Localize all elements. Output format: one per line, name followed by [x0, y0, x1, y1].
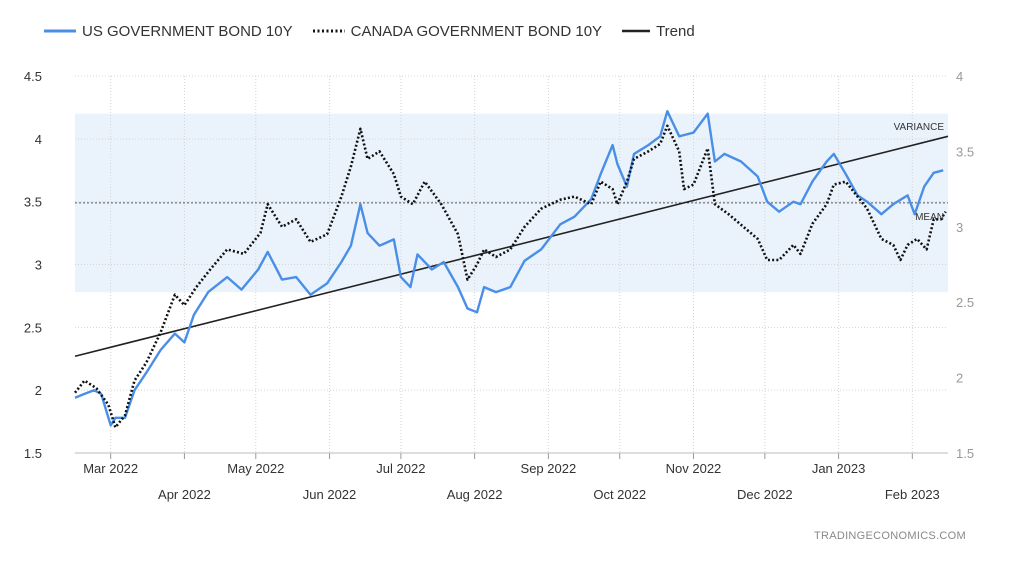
y-right-tick-label: 4	[956, 69, 963, 84]
legend-swatch-us	[44, 29, 76, 33]
legend-swatch-trend	[622, 29, 651, 33]
y-left-tick-label: 4	[35, 132, 42, 147]
legend-label-trend: Trend	[656, 22, 695, 40]
legend-item-trend[interactable]: Trend	[622, 23, 695, 40]
x-tick-label: Jun 2022	[303, 487, 357, 502]
x-tick-label: Aug 2022	[447, 487, 503, 502]
trend-layer	[74, 135, 949, 358]
y-right-tick-label: 3.5	[956, 144, 974, 159]
x-tick-label: Feb 2023	[885, 487, 940, 502]
x-tick-label: Apr 2022	[158, 487, 211, 502]
y-left-tick-label: 4.5	[24, 69, 42, 84]
x-tick-label: May 2022	[227, 461, 284, 476]
series-line-ca	[73, 124, 947, 429]
series-layer	[73, 110, 947, 429]
x-tick-label: Sep 2022	[521, 461, 577, 476]
y-left-tick-label: 2	[35, 383, 42, 398]
x-tick-label: Jul 2022	[376, 461, 425, 476]
y-left-tick-label: 1.5	[24, 446, 42, 461]
y-right-tick-label: 2	[956, 371, 963, 386]
x-tick-label: Jan 2023	[812, 461, 866, 476]
legend-label-ca: CANADA GOVERNMENT BOND 10Y	[350, 22, 603, 40]
mean-label: MEAN	[915, 212, 944, 223]
variance-label: VARIANCE	[894, 122, 945, 133]
y-left-tick-label: 3.5	[24, 195, 42, 210]
annotation-layer: VARIANCE MEAN	[894, 122, 945, 223]
chart-legend: US GOVERNMENT BOND 10Y CANADA GOVERNMENT…	[44, 20, 715, 42]
source-credit: TRADINGECONOMICS.COM	[813, 530, 966, 542]
x-tick-label: Nov 2022	[666, 461, 722, 476]
series-line-us	[74, 110, 944, 427]
y-right-tick-label: 2.5	[956, 295, 974, 310]
legend-item-ca[interactable]: CANADA GOVERNMENT BOND 10Y	[312, 22, 603, 40]
y-left-tick-label: 3	[35, 258, 42, 273]
y-right-tick-label: 3	[956, 220, 963, 235]
legend-swatch-ca	[312, 29, 345, 33]
y-left-tick-label: 2.5	[24, 320, 42, 335]
x-tick-label: Oct 2022	[593, 487, 646, 502]
x-tick-label: Mar 2022	[83, 461, 138, 476]
trend-line	[74, 135, 949, 358]
legend-item-us[interactable]: US GOVERNMENT BOND 10Y	[44, 23, 293, 40]
grid-layer	[75, 75, 948, 454]
axis-layer: 1.5 2 2.5 3 3.5 4 4.5 1.5 2 2.5 3 3.5 4 Mar 2022 May 2…	[24, 69, 974, 502]
x-tick-label: Dec 2022	[737, 487, 793, 502]
legend-label-us: US GOVERNMENT BOND 10Y	[82, 22, 293, 40]
y-right-tick-label: 1.5	[956, 446, 974, 461]
